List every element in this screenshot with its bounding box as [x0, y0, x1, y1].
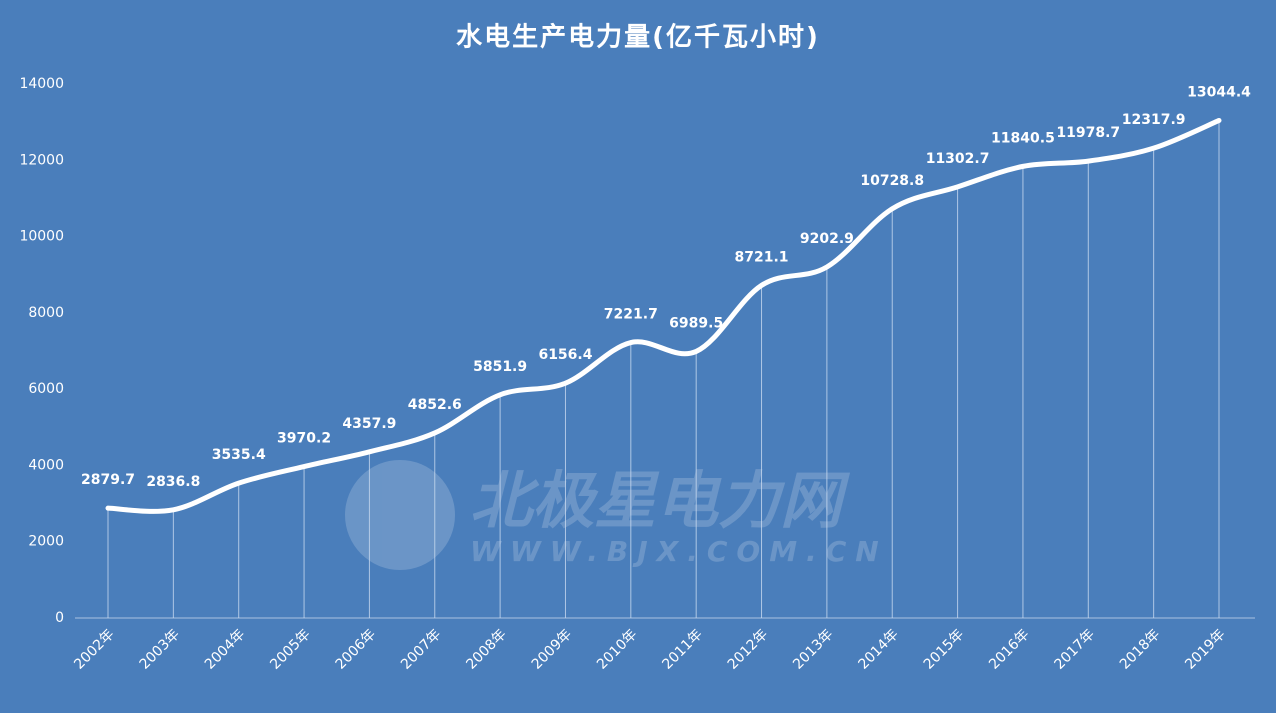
watermark: 北极星电力网 WWW.BJX.COM.CN: [345, 460, 888, 570]
data-label: 2836.8: [146, 474, 200, 490]
data-label: 4852.6: [408, 397, 462, 413]
data-label: 13044.4: [1187, 84, 1251, 100]
y-tick-label: 6000: [28, 381, 64, 397]
data-label: 11840.5: [991, 130, 1055, 146]
data-label: 6989.5: [669, 315, 723, 331]
y-tick-label: 4000: [28, 457, 64, 473]
data-label: 3970.2: [277, 431, 331, 447]
y-tick-label: 12000: [19, 152, 64, 168]
data-label: 9202.9: [800, 231, 854, 247]
data-label: 5851.9: [473, 359, 527, 375]
watermark-text: 北极星电力网: [470, 464, 851, 537]
data-label: 12317.9: [1122, 112, 1186, 128]
data-label: 4357.9: [342, 416, 396, 432]
y-tick-label: 10000: [19, 229, 64, 245]
data-label: 2879.7: [81, 472, 135, 488]
watermark-url: WWW.BJX.COM.CN: [470, 535, 888, 568]
chart-title: 水电生产电力量(亿千瓦小时): [456, 23, 820, 53]
data-label: 10728.8: [860, 173, 924, 189]
y-tick-label: 0: [55, 610, 64, 626]
data-label: 11978.7: [1056, 125, 1120, 141]
data-label: 11302.7: [926, 151, 990, 167]
y-tick-label: 2000: [28, 534, 64, 550]
data-label: 6156.4: [538, 347, 592, 363]
data-label: 7221.7: [604, 307, 658, 323]
watermark-logo: [345, 460, 455, 570]
y-tick-label: 14000: [19, 76, 64, 92]
line-series: [105, 117, 1222, 514]
y-tick-label: 8000: [28, 305, 64, 321]
data-label: 8721.1: [735, 249, 789, 265]
data-label: 3535.4: [212, 447, 266, 463]
